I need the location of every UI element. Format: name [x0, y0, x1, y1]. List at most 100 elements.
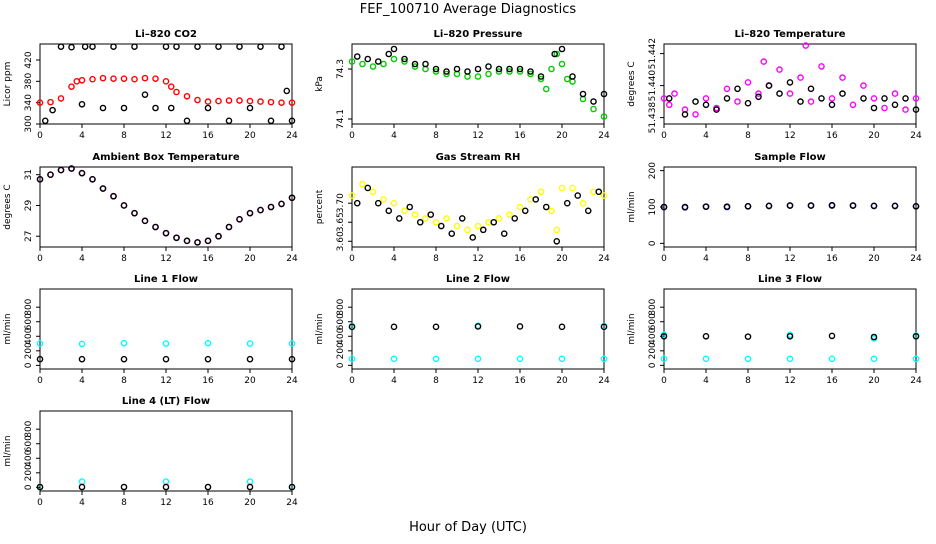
data-point [548, 65, 555, 73]
data-point [141, 74, 149, 82]
y-tick-label: 0 [24, 484, 34, 490]
figure-xlabel: Hour of Day (UTC) [409, 520, 527, 535]
data-point [797, 74, 804, 81]
data-point [755, 93, 762, 101]
x-tick-label: 12 [160, 254, 171, 264]
x-tick-label: 16 [202, 131, 214, 141]
data-point [246, 209, 254, 217]
data-point [194, 239, 201, 246]
x-tick-label: 4 [391, 254, 397, 264]
panel-title: Line 3 Flow [758, 274, 822, 285]
x-tick-label: 24 [910, 254, 922, 264]
panel-10: Line 4 (LT) Flow ml/min 0 4 8 12 16 20 24 0 200400… [3, 396, 298, 508]
data-point [173, 43, 180, 50]
x-tick-label: 0 [661, 131, 667, 141]
data-point [374, 199, 382, 207]
data-point [807, 98, 815, 105]
data-point [786, 332, 794, 340]
data-point [267, 117, 275, 125]
data-point [828, 332, 836, 340]
data-point [702, 355, 710, 363]
plot-frame [663, 166, 917, 248]
data-point [257, 98, 264, 105]
data-point [236, 97, 243, 104]
y-tick-label: 200 [648, 342, 658, 359]
x-tick-label: 12 [160, 498, 171, 508]
data-point [278, 43, 285, 50]
data-point [495, 68, 503, 75]
data-point [542, 203, 550, 211]
y-tick-label: 600 [24, 435, 34, 452]
data-point [288, 99, 296, 106]
data-point [120, 339, 128, 347]
data-point [443, 68, 450, 75]
series-1 [348, 180, 608, 234]
data-point [162, 340, 170, 347]
data-point [797, 98, 804, 105]
data-point [542, 85, 550, 93]
y-tick-label: 300 [24, 115, 34, 132]
data-point [595, 188, 603, 196]
data-point [246, 104, 254, 112]
y-tick-label: 800 [648, 298, 658, 315]
data-point [765, 82, 773, 89]
data-point [36, 340, 44, 347]
data-point [215, 232, 222, 240]
x-tick-label: 20 [244, 131, 256, 141]
data-point [359, 180, 366, 188]
data-point [36, 99, 44, 106]
x-tick-label: 16 [514, 376, 526, 386]
data-point [162, 78, 170, 85]
panel-8: Line 2 Flow ml/min 0 4 8 12 16 20 24 0 20040060080… [315, 274, 610, 386]
data-point [416, 218, 424, 226]
x-tick-label: 8 [121, 498, 127, 508]
data-point [162, 229, 170, 237]
y-tick-label: 420 [24, 51, 34, 68]
data-point [516, 203, 524, 211]
x-tick-label: 4 [79, 254, 85, 264]
data-point [485, 63, 492, 70]
data-point [527, 68, 534, 75]
data-point [453, 222, 461, 230]
data-point [760, 58, 768, 65]
x-tick-label: 8 [121, 254, 127, 264]
x-tick-label: 20 [556, 376, 568, 386]
data-point [734, 85, 741, 93]
data-point [348, 192, 356, 199]
data-point [860, 95, 867, 102]
data-point [89, 176, 96, 183]
y-tick-label: 29 [24, 199, 34, 211]
data-point [215, 43, 222, 50]
y-tick-label: 51.442 [648, 38, 658, 70]
y-tick-label: 27 [24, 231, 34, 242]
data-point [744, 79, 752, 86]
data-point [912, 95, 920, 102]
data-point [78, 169, 86, 177]
data-point [537, 188, 545, 196]
data-point [786, 202, 794, 209]
series-1 [348, 50, 608, 120]
series-2 [348, 323, 608, 331]
x-tick-label: 20 [868, 376, 880, 386]
data-point [590, 188, 597, 196]
panel-6: Sample Flow ml/min 0 4 8 12 16 20 24 0 100 200 [627, 152, 922, 264]
x-tick-label: 20 [868, 254, 880, 264]
data-point [380, 196, 387, 203]
data-point [131, 209, 138, 217]
data-point [702, 203, 710, 210]
data-point [131, 75, 138, 83]
data-point [479, 226, 487, 234]
data-point [183, 117, 191, 125]
data-point [288, 483, 296, 491]
data-point [120, 202, 128, 209]
panel-title: Li–820 Temperature [734, 29, 845, 40]
data-point [385, 207, 393, 215]
data-point [374, 58, 382, 65]
y-tick-label: 3.70 [336, 193, 346, 213]
data-point [131, 43, 138, 50]
data-point [364, 184, 372, 192]
x-tick-label: 4 [391, 376, 397, 386]
data-point [744, 202, 752, 210]
x-tick-label: 16 [514, 254, 526, 264]
panel-4: Ambient Box Temperature degrees C 0 4 8 12 16 2… [3, 152, 298, 264]
